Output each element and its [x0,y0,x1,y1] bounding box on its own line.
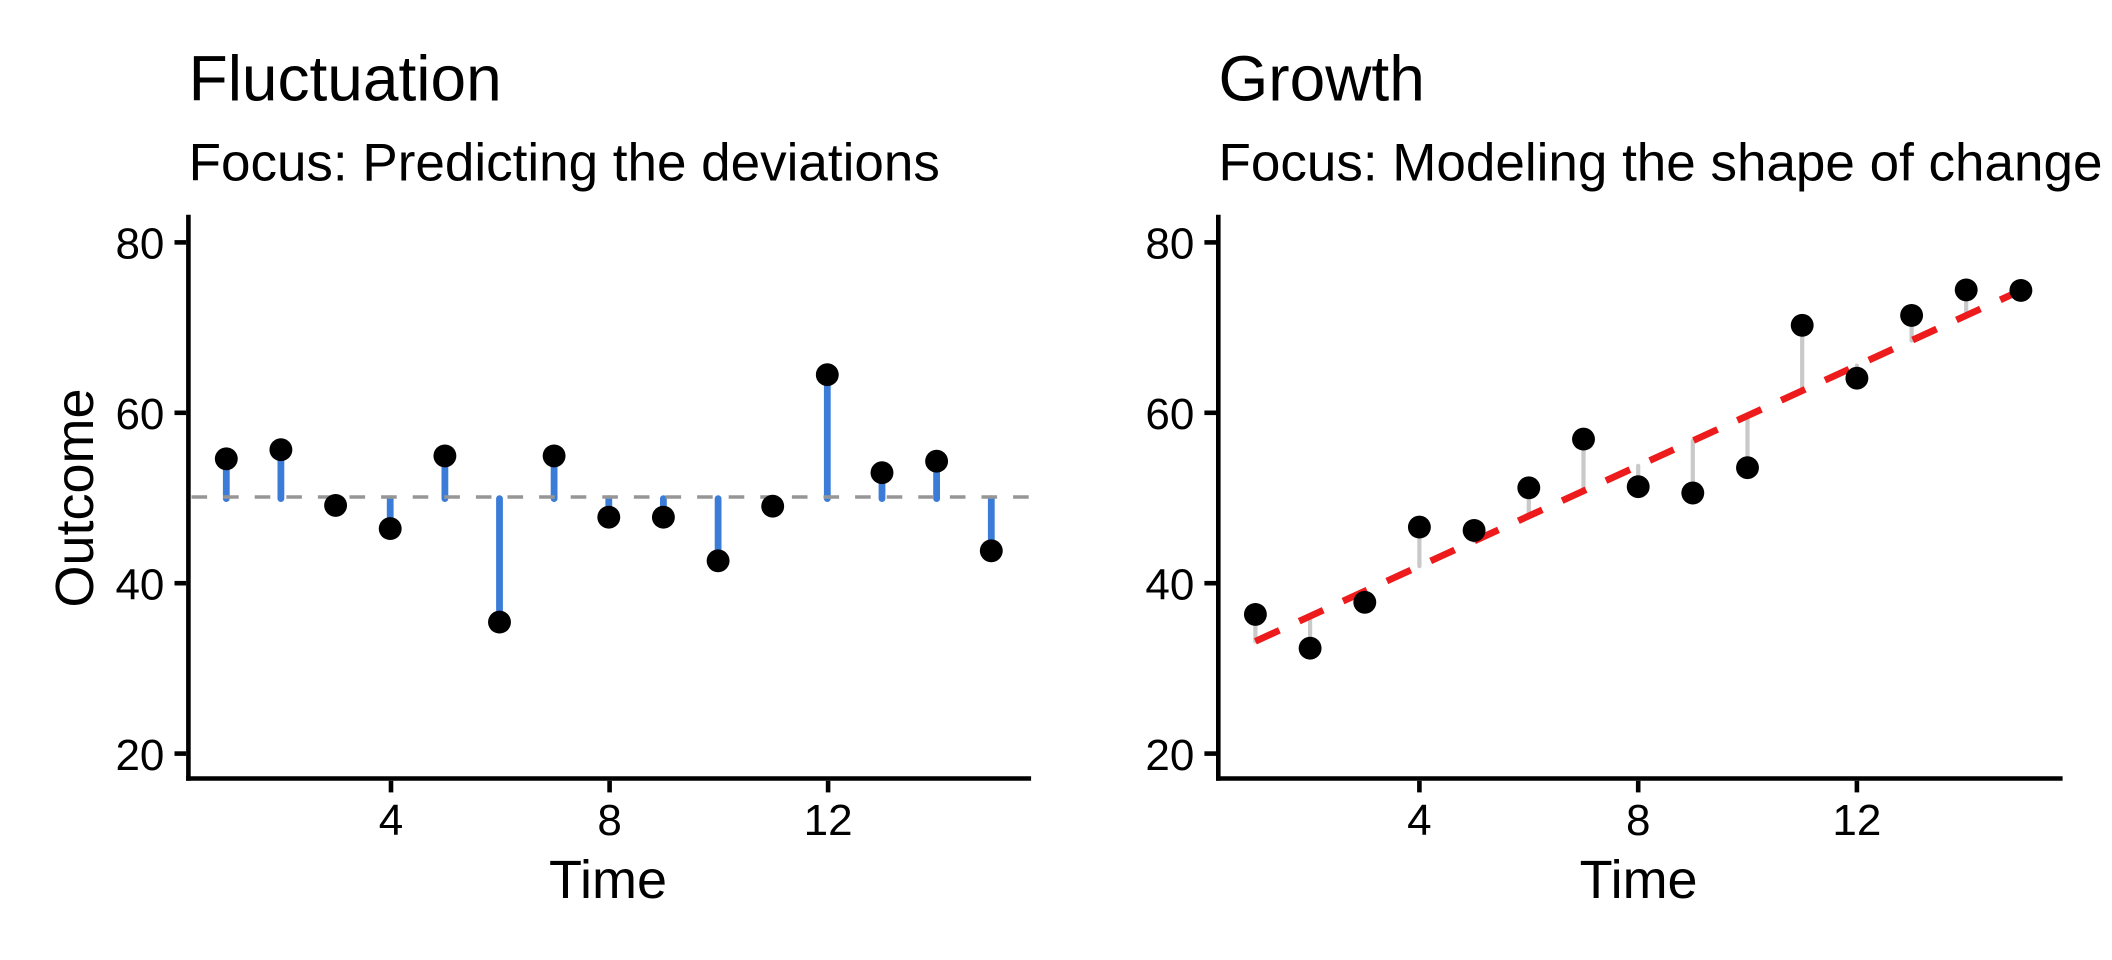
svg-text:Growth: Growth [1219,43,1425,115]
svg-text:40: 40 [1145,560,1194,609]
svg-text:60: 60 [115,390,164,439]
svg-text:Time: Time [549,850,667,910]
svg-text:20: 20 [1145,731,1194,780]
svg-text:80: 80 [115,220,164,269]
svg-text:8: 8 [1626,796,1650,845]
svg-text:12: 12 [1832,796,1881,845]
svg-text:4: 4 [1407,796,1431,845]
svg-text:12: 12 [804,796,853,845]
svg-text:Fluctuation: Fluctuation [189,43,502,115]
svg-text:Focus: Predicting the deviatio: Focus: Predicting the deviations [189,134,940,193]
svg-text:4: 4 [379,796,403,845]
svg-text:Outcome: Outcome [45,388,105,607]
svg-text:80: 80 [1145,220,1194,269]
svg-text:40: 40 [115,560,164,609]
svg-text:20: 20 [115,731,164,780]
svg-text:Focus: Modeling the shape of c: Focus: Modeling the shape of change [1219,134,2103,193]
svg-text:60: 60 [1145,390,1194,439]
svg-text:8: 8 [597,796,621,845]
svg-text:Time: Time [1580,850,1698,910]
